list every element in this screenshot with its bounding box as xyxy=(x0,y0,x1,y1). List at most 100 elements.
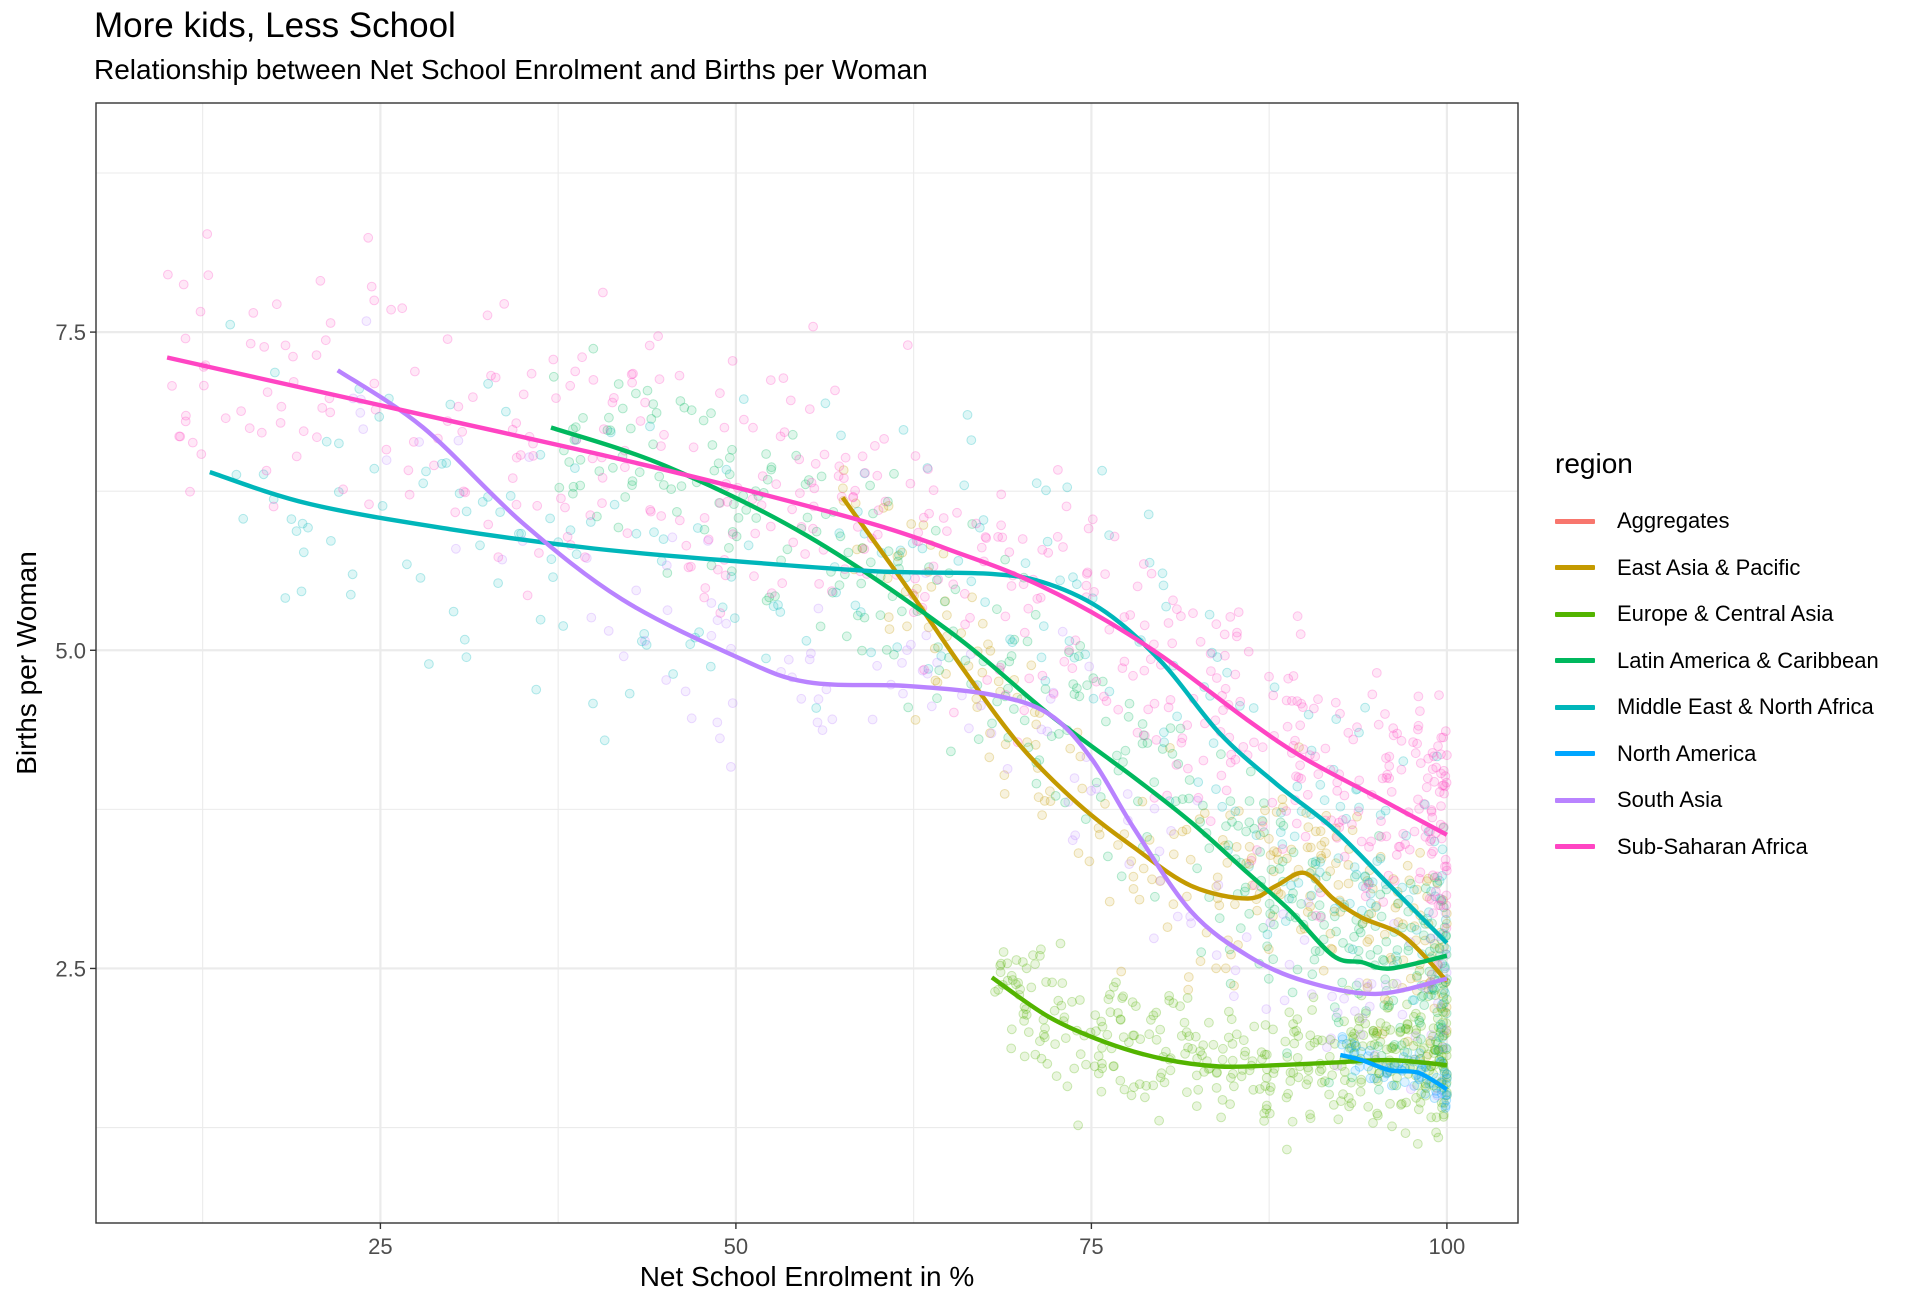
data-point xyxy=(1438,1017,1448,1028)
data-point xyxy=(816,471,827,482)
data-point xyxy=(459,634,470,645)
data-point xyxy=(1305,1030,1316,1041)
data-point xyxy=(1371,1030,1381,1041)
data-point xyxy=(1278,802,1288,813)
data-point xyxy=(1036,652,1047,663)
data-point xyxy=(1347,819,1357,830)
data-point xyxy=(1401,830,1411,841)
data-point xyxy=(1384,773,1395,784)
data-point xyxy=(1348,1033,1359,1044)
data-point xyxy=(1429,776,1440,787)
data-point xyxy=(203,270,214,281)
data-point xyxy=(1307,911,1318,921)
data-point xyxy=(1414,873,1425,884)
data-point xyxy=(1045,796,1056,806)
data-point xyxy=(1331,858,1341,868)
data-point xyxy=(1241,858,1252,869)
data-point xyxy=(1097,1058,1107,1069)
data-point xyxy=(613,379,624,389)
data-point xyxy=(334,438,344,449)
data-point xyxy=(1437,1041,1448,1052)
data-point xyxy=(1000,554,1010,565)
data-point xyxy=(442,334,453,345)
data-point xyxy=(1260,1049,1270,1060)
data-point xyxy=(580,552,590,562)
data-point xyxy=(661,560,672,571)
data-point xyxy=(857,451,868,462)
data-point xyxy=(1396,1098,1407,1109)
data-point xyxy=(1325,928,1336,939)
data-point xyxy=(1375,853,1386,864)
data-point xyxy=(1281,1092,1292,1103)
data-point xyxy=(1400,1024,1411,1034)
data-point xyxy=(675,396,686,406)
data-point xyxy=(680,686,691,697)
data-point xyxy=(1289,831,1300,842)
data-point xyxy=(948,579,959,590)
data-point xyxy=(1125,610,1136,620)
data-point xyxy=(1134,894,1145,905)
data-point xyxy=(981,533,992,543)
data-point xyxy=(1428,908,1439,918)
data-point xyxy=(1288,888,1298,899)
data-point xyxy=(518,389,529,400)
data-point xyxy=(1408,1041,1419,1051)
data-point xyxy=(838,465,849,476)
data-point xyxy=(775,431,786,442)
data-point xyxy=(187,437,198,448)
data-point xyxy=(1429,1044,1440,1055)
data-point xyxy=(588,343,599,354)
data-point xyxy=(178,279,189,290)
data-point xyxy=(812,717,823,728)
data-point xyxy=(1373,1110,1383,1121)
data-point xyxy=(511,418,522,429)
data-point xyxy=(276,401,287,412)
data-point xyxy=(707,440,718,450)
data-point xyxy=(1233,820,1243,831)
data-point xyxy=(338,484,349,495)
data-point xyxy=(1019,627,1030,638)
data-point xyxy=(1268,690,1279,701)
data-point xyxy=(857,543,868,554)
data-point xyxy=(910,451,921,461)
data-point xyxy=(1154,1115,1164,1126)
data-point xyxy=(1337,815,1348,825)
data-point xyxy=(1373,1041,1383,1052)
data-point xyxy=(1091,783,1102,794)
data-point xyxy=(1382,1003,1393,1013)
data-point xyxy=(1391,978,1402,989)
data-point xyxy=(996,958,1006,969)
data-point xyxy=(783,654,794,665)
data-point xyxy=(1000,611,1011,622)
data-point xyxy=(1162,922,1173,932)
data-point xyxy=(1236,1071,1247,1082)
data-point xyxy=(1436,1088,1447,1099)
data-point xyxy=(1320,743,1331,754)
data-point xyxy=(1438,1031,1448,1041)
data-point xyxy=(1390,1044,1401,1055)
legend-title: region xyxy=(1555,448,1633,479)
data-point xyxy=(1257,816,1268,827)
data-point xyxy=(1235,923,1246,934)
data-point xyxy=(1118,1032,1129,1042)
data-point xyxy=(613,522,624,533)
data-point xyxy=(1425,1035,1436,1046)
data-point xyxy=(964,723,974,734)
data-point xyxy=(867,714,878,725)
legend-item: South Asia xyxy=(1555,777,1879,824)
data-point xyxy=(892,642,903,653)
data-point xyxy=(1223,840,1234,851)
data-point xyxy=(454,488,465,499)
data-point xyxy=(1388,1041,1398,1052)
data-point xyxy=(1208,738,1219,748)
data-point xyxy=(1093,1051,1104,1061)
data-point xyxy=(291,451,302,462)
data-point xyxy=(1439,998,1449,1008)
data-point xyxy=(1306,989,1317,999)
data-point xyxy=(768,601,779,612)
data-point xyxy=(1354,977,1364,988)
data-point xyxy=(493,578,504,588)
data-point xyxy=(1378,897,1389,907)
data-point xyxy=(1381,772,1392,783)
data-point xyxy=(325,318,336,328)
